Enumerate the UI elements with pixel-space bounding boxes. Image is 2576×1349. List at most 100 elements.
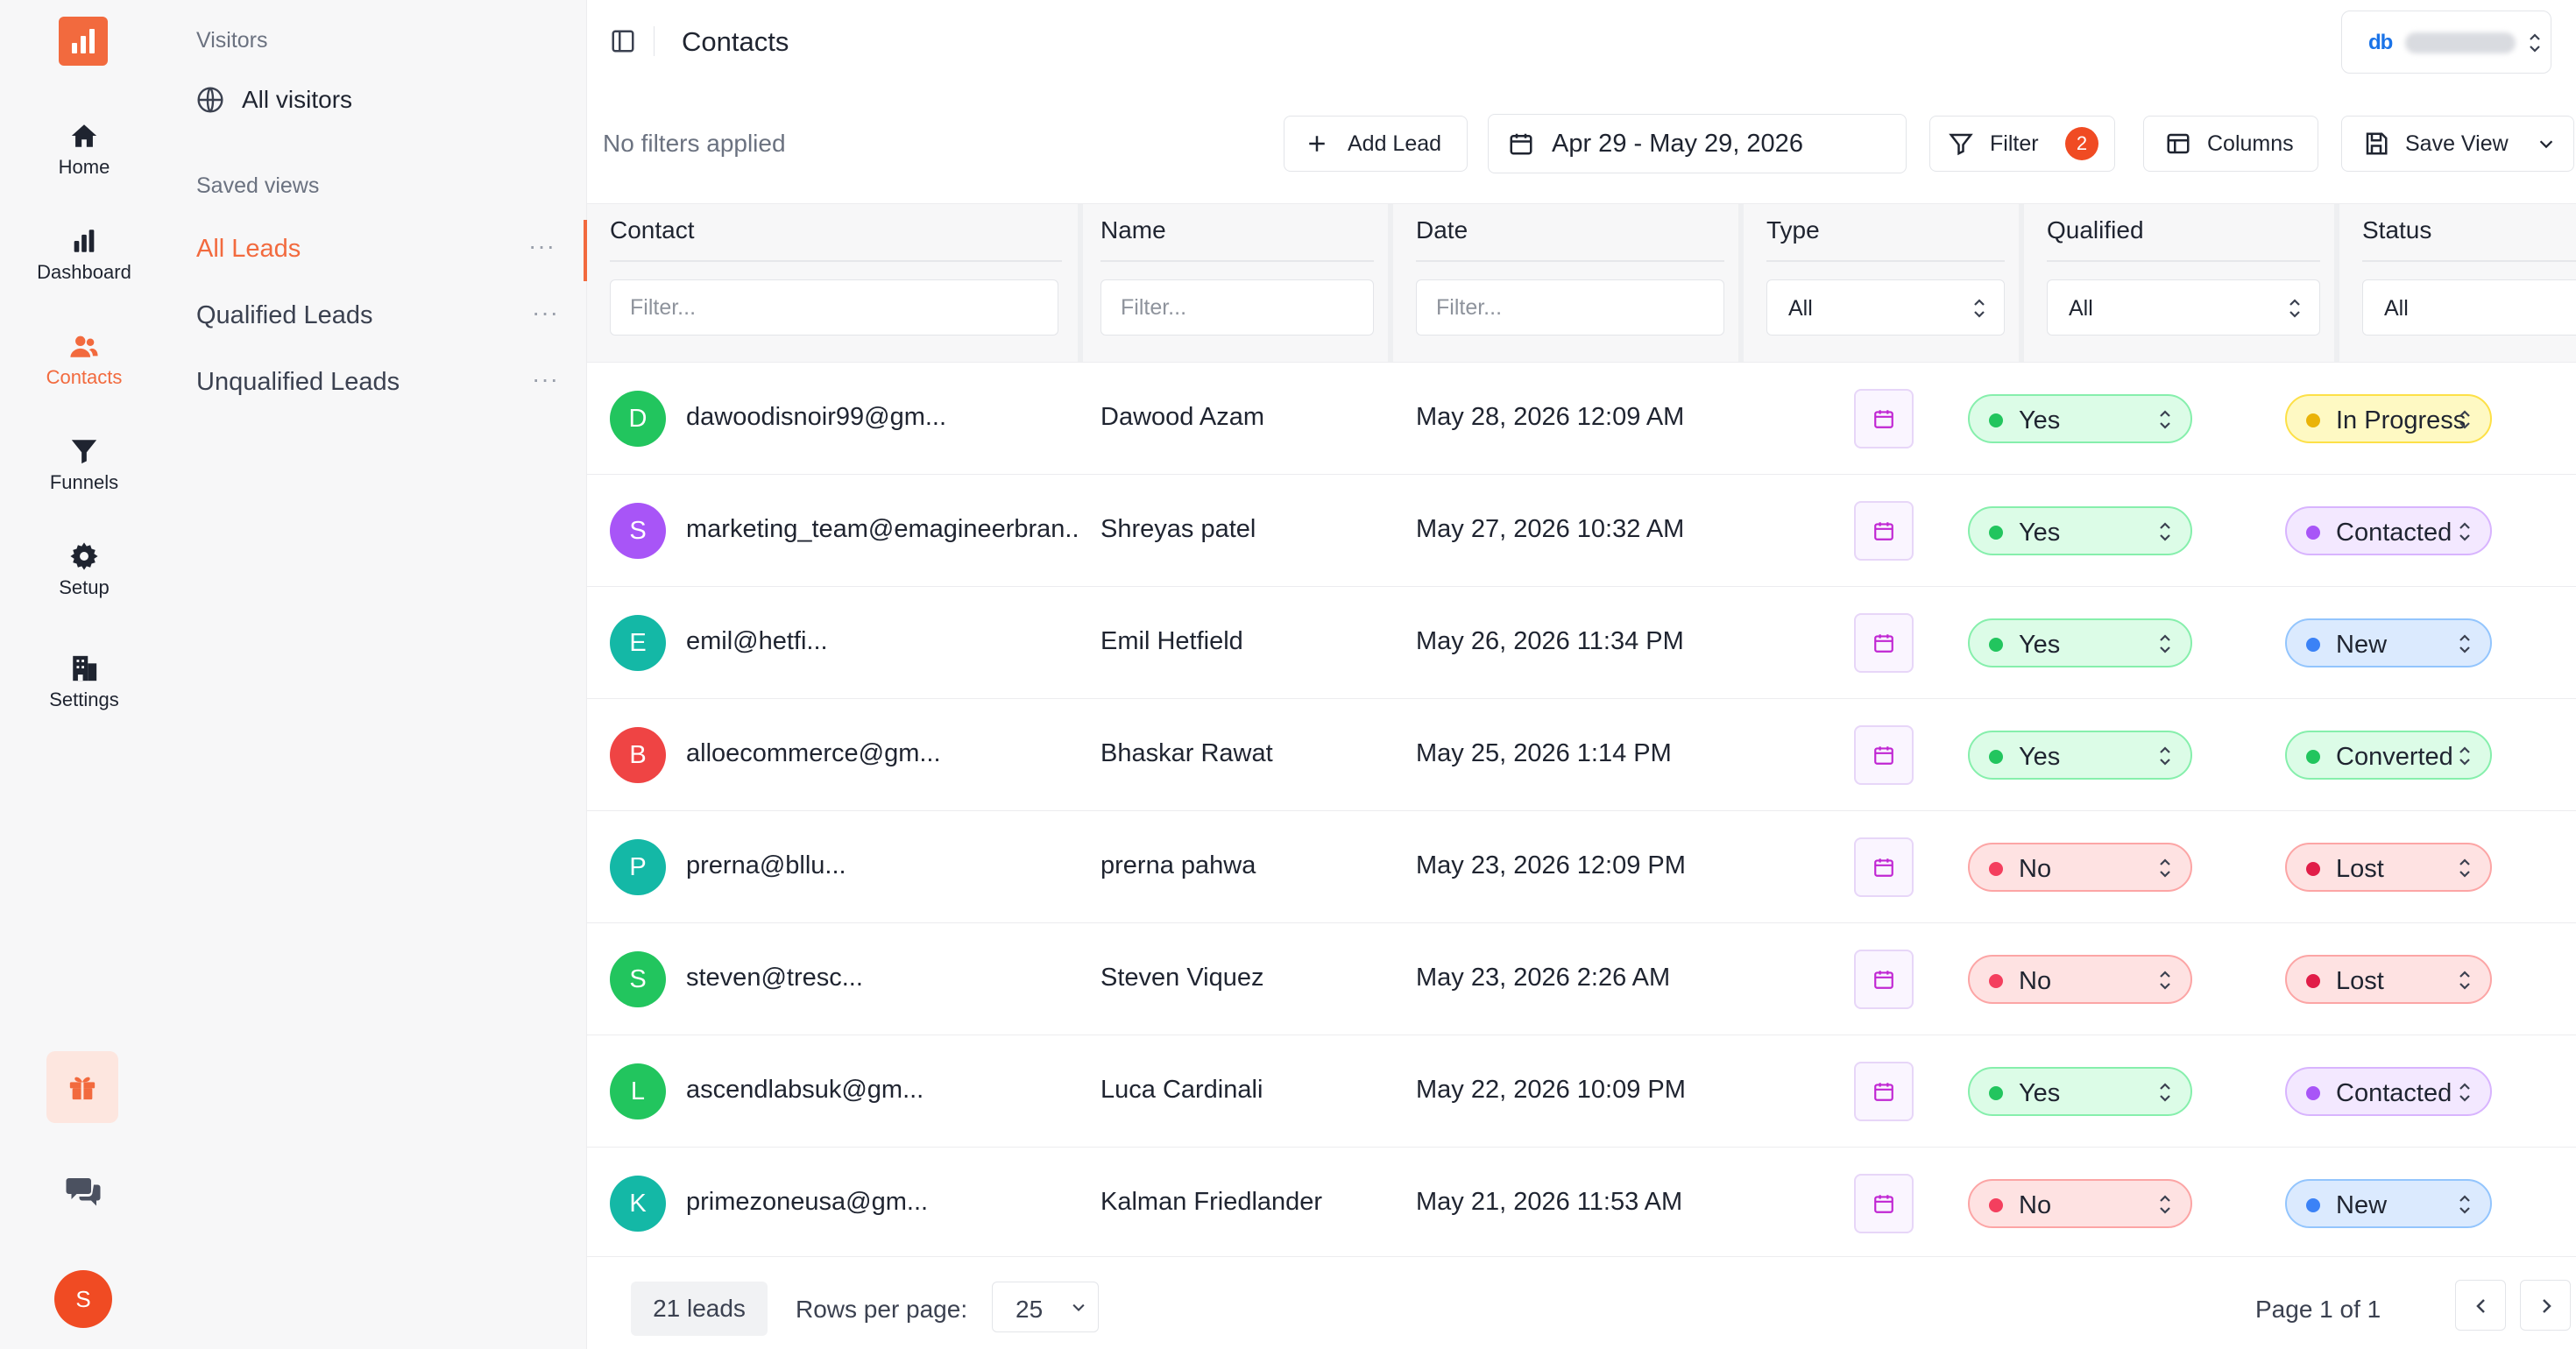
type-button[interactable] [1854, 1174, 1914, 1233]
chevron-updown-icon [2160, 522, 2170, 541]
columns-button[interactable]: Columns [2143, 116, 2318, 172]
type-button[interactable] [1854, 950, 1914, 1009]
status-select[interactable]: Lost [2285, 843, 2492, 892]
contact-filter-input[interactable] [610, 279, 1058, 335]
contact-email[interactable]: marketing_team@emagineerbran... [686, 515, 1080, 543]
plus-icon [1309, 136, 1325, 152]
saved-view-unqualified-leads[interactable]: Unqualified Leads ··· [168, 353, 587, 414]
date-range-picker[interactable]: Apr 29 - May 29, 2026 [1488, 114, 1907, 173]
qualified-select[interactable]: No [1968, 1179, 2192, 1228]
app-logo-icon[interactable] [59, 17, 108, 66]
more-options-icon[interactable]: ··· [532, 299, 559, 326]
workspace-switcher[interactable]: db [2341, 11, 2551, 74]
date-filter-input[interactable] [1416, 279, 1724, 335]
nav-item-setup[interactable]: Setup [0, 533, 168, 629]
column-header-status[interactable]: Status [2362, 216, 2432, 244]
contact-email[interactable]: alloecommerce@gm... [686, 739, 941, 767]
chevron-updown-icon [2459, 746, 2470, 766]
nav-item-settings[interactable]: Settings [0, 645, 168, 741]
contact-email[interactable]: dawoodisnoir99@gm... [686, 403, 947, 431]
qualified-filter-select[interactable]: All [2047, 279, 2320, 335]
contact-email[interactable]: steven@tresc... [686, 964, 863, 992]
sidebar-toggle-icon[interactable] [610, 28, 636, 54]
chevron-updown-icon [2289, 299, 2300, 318]
nav-item-contacts[interactable]: Contacts [0, 322, 168, 419]
nav-item-dashboard[interactable]: Dashboard [0, 217, 168, 314]
saved-view-label: All Leads [196, 235, 301, 263]
contact-email[interactable]: prerna@bllu... [686, 851, 846, 879]
type-button[interactable] [1854, 725, 1914, 785]
save-icon [2366, 132, 2388, 155]
more-options-icon[interactable]: ··· [532, 365, 559, 392]
name-filter-input[interactable] [1100, 279, 1374, 335]
contact-email[interactable]: primezoneusa@gm... [686, 1188, 929, 1216]
contact-name: prerna pahwa [1100, 851, 1256, 879]
status-select[interactable]: New [2285, 1179, 2492, 1228]
nav-item-home[interactable]: Home [0, 112, 168, 208]
nav-label: Setup [59, 576, 110, 598]
status-value: Lost [2336, 967, 2384, 995]
save-view-button[interactable]: Save View [2341, 116, 2574, 172]
calendar-icon [1874, 1083, 1893, 1101]
saved-view-qualified-leads[interactable]: Qualified Leads ··· [168, 286, 587, 348]
qualified-select[interactable]: Yes [1968, 506, 2192, 555]
qualified-select[interactable]: Yes [1968, 618, 2192, 667]
status-select[interactable]: Contacted [2285, 506, 2492, 555]
qualified-select[interactable]: No [1968, 843, 2192, 892]
status-filter-select[interactable]: All [2362, 279, 2576, 335]
qualified-select[interactable]: Yes [1968, 1067, 2192, 1116]
chevron-updown-icon [2160, 410, 2170, 429]
qualified-select[interactable]: No [1968, 955, 2192, 1004]
gift-button[interactable] [46, 1051, 118, 1123]
type-button[interactable] [1854, 501, 1914, 561]
column-header-contact[interactable]: Contact [610, 216, 695, 244]
qualified-select[interactable]: Yes [1968, 731, 2192, 780]
qualified-value: No [2019, 855, 2052, 883]
next-page-button[interactable] [2520, 1280, 2571, 1331]
type-button[interactable] [1854, 389, 1914, 448]
status-select[interactable]: In Progress [2285, 394, 2492, 443]
bar-chart-icon [74, 230, 95, 252]
user-avatar[interactable]: S [54, 1270, 112, 1328]
funnel-outline-icon [1949, 133, 1973, 156]
status-select[interactable]: Contacted [2285, 1067, 2492, 1116]
status-select[interactable]: Converted [2285, 731, 2492, 780]
columns-icon [2167, 133, 2190, 154]
more-options-icon[interactable]: ··· [528, 232, 556, 259]
qualified-select[interactable]: Yes [1968, 394, 2192, 443]
add-lead-button[interactable]: Add Lead [1284, 116, 1468, 172]
sidebar-item-all-visitors[interactable]: All visitors [196, 81, 564, 123]
column-header-date[interactable]: Date [1416, 216, 1468, 244]
contact-email[interactable]: emil@hetfi... [686, 627, 828, 655]
filter-button[interactable]: Filter 2 [1929, 116, 2115, 172]
type-filter-select[interactable]: All [1766, 279, 2005, 335]
column-header-type[interactable]: Type [1766, 216, 1820, 244]
prev-page-button[interactable] [2455, 1280, 2506, 1331]
chevron-left-icon [2476, 1299, 2485, 1313]
type-filter-value: All [1788, 296, 1813, 321]
type-button[interactable] [1854, 613, 1914, 673]
column-header-qualified[interactable]: Qualified [2047, 216, 2144, 244]
contact-avatar: P [610, 839, 666, 895]
rows-per-page-select[interactable]: 25 [992, 1282, 1099, 1332]
saved-view-all-leads[interactable]: All Leads ··· [168, 220, 587, 281]
nav-item-funnels[interactable]: Funnels [0, 427, 168, 524]
type-button[interactable] [1854, 1062, 1914, 1121]
status-select[interactable]: Lost [2285, 955, 2492, 1004]
column-header-name[interactable]: Name [1100, 216, 1166, 244]
qualified-dot [1989, 750, 2003, 764]
contact-date: May 26, 2026 11:34 PM [1416, 627, 1684, 655]
save-view-label: Save View [2405, 131, 2509, 156]
chat-icon[interactable] [66, 1176, 101, 1207]
contact-email[interactable]: ascendlabsuk@gm... [686, 1076, 924, 1104]
status-select[interactable]: New [2285, 618, 2492, 667]
type-button[interactable] [1854, 837, 1914, 897]
